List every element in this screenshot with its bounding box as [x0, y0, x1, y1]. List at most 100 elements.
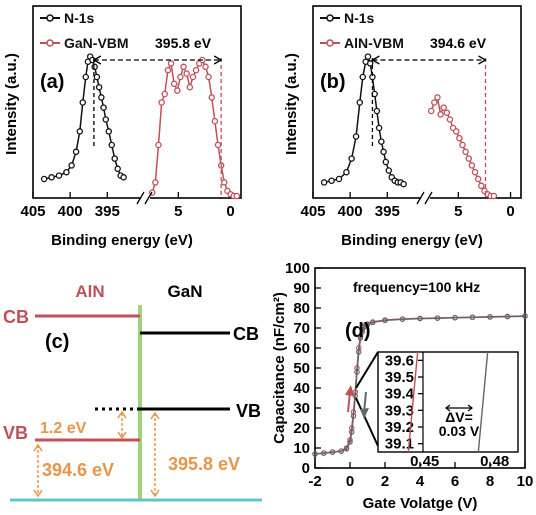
panel-b-data-point: [490, 192, 498, 200]
panel-d-ytick-label: 40: [293, 380, 310, 397]
panel-b-data-point: [320, 179, 328, 186]
inset-ytick-label: 39.5: [385, 369, 414, 386]
panel-d-ytick-label: 10: [293, 440, 310, 457]
panel-a-data-point: [152, 179, 159, 186]
left-cb-label: CB: [3, 307, 29, 327]
panel-a-xtick-label: 5: [174, 203, 182, 220]
panel-a-data-point: [98, 94, 105, 101]
panel-a-ticks: 405 400 395 5 0: [20, 192, 235, 220]
panel-a-data-point: [221, 179, 228, 186]
inset-ytick-label: 39.3: [385, 402, 414, 419]
inset-ytick-label: 39.6: [385, 352, 414, 369]
panel-a-data-point: [167, 60, 175, 67]
panel-a-legend: N-1s GaN-VBM: [40, 10, 129, 51]
panel-d-data-point: [343, 446, 350, 452]
panel-d-data-point: [359, 329, 365, 335]
inset-ytick-label: 39.2: [385, 419, 414, 436]
panel-a-data-point: [192, 66, 200, 74]
panel-a-data-point: [63, 168, 70, 176]
panel-b-xtick-label: 5: [454, 203, 462, 220]
inset-xtick-label: 0.48: [480, 453, 509, 470]
panel-a-data-point: [174, 87, 181, 94]
panel-d-data-point: [504, 313, 511, 320]
panel-b-legend-vbm: AlN-VBM: [344, 35, 404, 51]
panel-a-data-point: [183, 70, 190, 77]
panel-d-series-line: [314, 315, 526, 455]
panel-a-data-point: [48, 174, 55, 181]
right-energy-label: 395.8 eV: [168, 454, 240, 474]
panel-a-data-point: [170, 80, 178, 88]
panel-b: 405 400 395 5 0 Binding energy (eV) Intensit…: [283, 5, 522, 249]
panel-b-frame: [312, 5, 522, 199]
panel-a: 405 400 395 5 0 Binding energy (eV) Intensit…: [3, 5, 242, 249]
panel-a-data-point: [186, 83, 194, 91]
panel-d-data-point: [354, 369, 360, 375]
panel-d-data-point: [338, 448, 344, 454]
inset-plot: 39.639.539.439.339.239.10.45 0.48: [385, 351, 509, 470]
panel-a-data-point: [40, 175, 48, 183]
panel-b-data-point: [373, 107, 381, 115]
offset-arrow: [117, 410, 127, 440]
panel-a-data-point: [68, 162, 75, 169]
panel-b-data-point: [465, 155, 473, 162]
panel-a-frame: [32, 5, 242, 199]
panel-b-data-point: [427, 107, 435, 115]
panel-b-data-point: [364, 53, 372, 60]
panel-a-data-point: [211, 117, 219, 125]
panel-a-arrowhead-right: [213, 55, 223, 65]
panel-a-data-point: [95, 83, 103, 91]
panel-b-arrowhead-right: [478, 55, 487, 65]
panel-a-series-line: [151, 58, 237, 197]
panel-a-data-point: [164, 66, 172, 74]
panel-a-data-point: [180, 63, 187, 71]
panel-b-data-point: [459, 141, 466, 149]
offset-label: 1.2 eV: [40, 420, 87, 437]
panel-d-data-point: [382, 317, 388, 324]
panel-b-ticks: 405 400 395 5 0: [300, 192, 515, 220]
panel-b-data-point: [400, 180, 407, 188]
panel-b-data-point: [474, 175, 482, 183]
panel-d-ylabel: Capacitance (nF/cm²): [271, 292, 288, 444]
panel-a-data-point: [105, 128, 113, 135]
inset-ytick-label: 39.4: [385, 386, 415, 403]
material-left: AlN: [75, 282, 104, 301]
panel-b-xlabel: Binding energy (eV): [341, 232, 483, 249]
panel-b-data-point: [366, 60, 374, 67]
right-cb-label: CB: [233, 324, 259, 344]
panel-a-data-point: [82, 73, 89, 81]
panel-a-data-point: [79, 99, 87, 106]
panel-b-data-point: [352, 133, 360, 140]
panel-d-xtick-label: 4: [416, 473, 425, 490]
hysteresis-arrows: [345, 385, 369, 419]
left-energy-label: 394.6 eV: [42, 460, 114, 480]
panel-b-plot: [320, 53, 498, 200]
panel-d-data-point: [487, 314, 493, 320]
panel-a-data-point: [158, 99, 165, 106]
panel-a-data-point: [72, 148, 80, 156]
inset-delta-arrow: [445, 404, 473, 412]
panel-a-data-point: [114, 165, 121, 173]
panel-d-xtick-label: 10: [517, 473, 534, 490]
panel-b-data-point: [446, 116, 454, 123]
panel-d-plot: [312, 313, 528, 457]
panel-b-data-point: [456, 134, 463, 142]
panel-a-data-point: [161, 90, 169, 98]
panel-d-xtick-label: -2: [308, 473, 321, 490]
panel-d-data-point: [329, 449, 336, 455]
panel-a-data-point: [233, 192, 241, 200]
panel-d-data-point: [361, 324, 367, 330]
panel-d-data-point: [417, 315, 423, 322]
panel-a-arrowhead-left: [92, 55, 102, 65]
panel-d-data-point: [369, 319, 376, 326]
panel-b-data-point: [343, 168, 350, 176]
panel-d-data-point: [522, 313, 528, 319]
panel-b-arrowhead-left: [371, 55, 380, 65]
panel-a-data-point: [189, 73, 197, 81]
panel-b-axis-break: [416, 191, 433, 205]
panel-d-label: (d): [345, 320, 371, 342]
panel-d-data-point: [357, 335, 364, 341]
panel-a-ylabel: Intensity (a.u.): [3, 53, 20, 155]
